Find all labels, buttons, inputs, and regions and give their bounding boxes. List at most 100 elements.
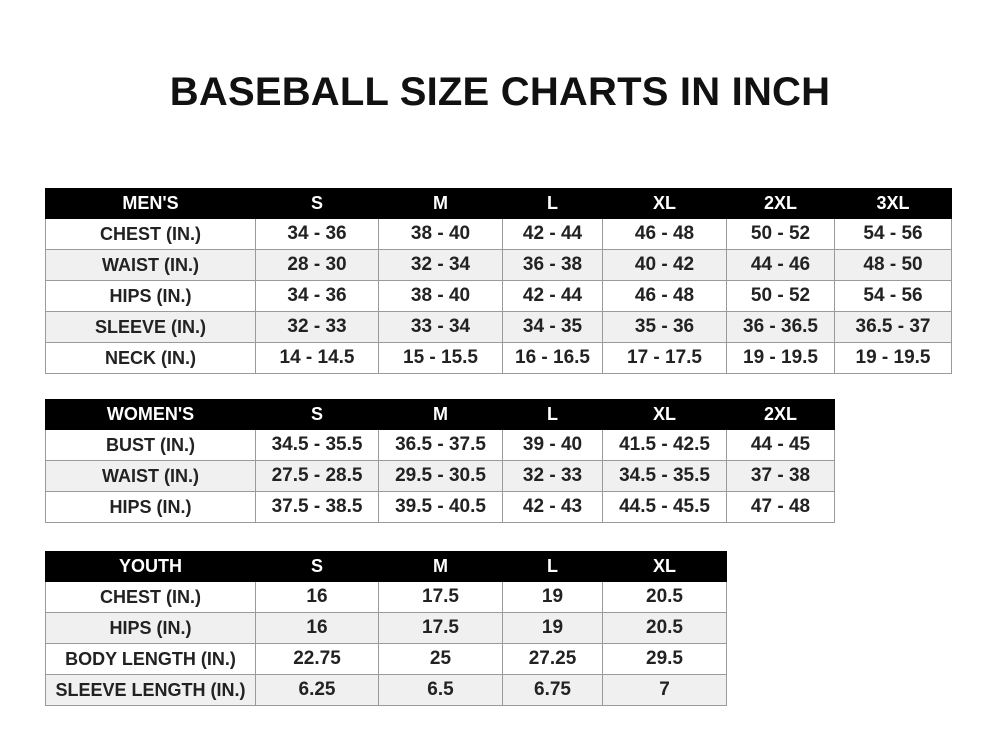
size-value: 34 - 35 [502, 311, 603, 343]
size-value: 40 - 42 [602, 249, 727, 281]
size-value: 17 - 17.5 [602, 342, 727, 374]
size-header: L [502, 188, 603, 219]
size-value: 19 - 19.5 [726, 342, 835, 374]
size-value: 20.5 [602, 581, 727, 613]
size-value: 15 - 15.5 [378, 342, 503, 374]
size-value: 19 [502, 581, 603, 613]
table-row: SLEEVE LENGTH (IN.) 6.25 6.5 6.75 7 [45, 674, 727, 706]
size-value: 36.5 - 37 [834, 311, 952, 343]
measurement-label: HIPS (IN.) [45, 491, 256, 523]
size-header: S [255, 551, 379, 582]
size-value: 27.25 [502, 643, 603, 675]
size-value: 20.5 [602, 612, 727, 644]
size-value: 48 - 50 [834, 249, 952, 281]
page-title: BASEBALL SIZE CHARTS IN INCH [169, 70, 831, 114]
size-header: S [255, 399, 379, 430]
size-value: 37.5 - 38.5 [255, 491, 379, 523]
size-header: L [502, 551, 603, 582]
table-row: WAIST (IN.) 27.5 - 28.5 29.5 - 30.5 32 - 33… [45, 460, 835, 492]
size-value: 44 - 46 [726, 249, 835, 281]
mens-size-table: MEN'S S M L XL 2XL 3XL CHEST (IN.) 34 - 36 38 - 4… [45, 188, 952, 374]
size-value: 38 - 40 [378, 280, 503, 312]
size-value: 32 - 34 [378, 249, 503, 281]
size-value: 38 - 40 [378, 218, 503, 250]
table-row: BUST (IN.) 34.5 - 35.5 36.5 - 37.5 39 - 40 4… [45, 429, 835, 461]
size-value: 54 - 56 [834, 280, 952, 312]
size-value: 44.5 - 45.5 [602, 491, 727, 523]
size-value: 50 - 52 [726, 218, 835, 250]
size-header: M [378, 399, 503, 430]
size-value: 34.5 - 35.5 [602, 460, 727, 492]
measurement-label: WAIST (IN.) [45, 249, 256, 281]
size-value: 19 [502, 612, 603, 644]
size-value: 37 - 38 [726, 460, 835, 492]
size-value: 6.5 [378, 674, 503, 706]
size-header: S [255, 188, 379, 219]
size-value: 50 - 52 [726, 280, 835, 312]
size-value: 19 - 19.5 [834, 342, 952, 374]
womens-size-table: WOMEN'S S M L XL 2XL BUST (IN.) 34.5 - 35.5 36.5… [45, 399, 835, 523]
table-row: HIPS (IN.) 16 17.5 19 20.5 [45, 612, 727, 644]
size-value: 42 - 44 [502, 280, 603, 312]
size-value: 39.5 - 40.5 [378, 491, 503, 523]
measurement-label: SLEEVE LENGTH (IN.) [45, 674, 256, 706]
table-row: CHEST (IN.) 16 17.5 19 20.5 [45, 581, 727, 613]
size-header: XL [602, 551, 727, 582]
size-value: 6.75 [502, 674, 603, 706]
size-value: 22.75 [255, 643, 379, 675]
size-value: 36 - 38 [502, 249, 603, 281]
size-value: 34 - 36 [255, 280, 379, 312]
size-value: 25 [378, 643, 503, 675]
measurement-label: NECK (IN.) [45, 342, 256, 374]
size-value: 36 - 36.5 [726, 311, 835, 343]
table-row: BODY LENGTH (IN.) 22.75 25 27.25 29.5 [45, 643, 727, 675]
table-row: HIPS (IN.) 34 - 36 38 - 40 42 - 44 46 - 48 50… [45, 280, 952, 312]
size-value: 7 [602, 674, 727, 706]
size-value: 17.5 [378, 612, 503, 644]
size-header: M [378, 188, 503, 219]
table-row: HIPS (IN.) 37.5 - 38.5 39.5 - 40.5 42 - 43 4… [45, 491, 835, 523]
header-row: WOMEN'S S M L XL 2XL [45, 399, 835, 430]
size-header: L [502, 399, 603, 430]
table-category-header: YOUTH [45, 551, 256, 582]
table-row: WAIST (IN.) 28 - 30 32 - 34 36 - 38 40 - 42 4… [45, 249, 952, 281]
measurement-label: HIPS (IN.) [45, 612, 256, 644]
table-row: CHEST (IN.) 34 - 36 38 - 40 42 - 44 46 - 48 5… [45, 218, 952, 250]
size-header: XL [602, 188, 727, 219]
table-category-header: MEN'S [45, 188, 256, 219]
size-value: 44 - 45 [726, 429, 835, 461]
size-header: 2XL [726, 188, 835, 219]
size-value: 32 - 33 [502, 460, 603, 492]
size-value: 29.5 - 30.5 [378, 460, 503, 492]
size-value: 32 - 33 [255, 311, 379, 343]
size-value: 34 - 36 [255, 218, 379, 250]
size-value: 41.5 - 42.5 [602, 429, 727, 461]
size-value: 16 [255, 581, 379, 613]
table-category-header: WOMEN'S [45, 399, 256, 430]
size-value: 46 - 48 [602, 218, 727, 250]
size-value: 27.5 - 28.5 [255, 460, 379, 492]
size-value: 17.5 [378, 581, 503, 613]
size-value: 33 - 34 [378, 311, 503, 343]
size-value: 28 - 30 [255, 249, 379, 281]
measurement-label: HIPS (IN.) [45, 280, 256, 312]
size-value: 14 - 14.5 [255, 342, 379, 374]
measurement-label: BODY LENGTH (IN.) [45, 643, 256, 675]
size-value: 16 - 16.5 [502, 342, 603, 374]
size-value: 34.5 - 35.5 [255, 429, 379, 461]
size-value: 6.25 [255, 674, 379, 706]
measurement-label: WAIST (IN.) [45, 460, 256, 492]
size-value: 54 - 56 [834, 218, 952, 250]
header-row: MEN'S S M L XL 2XL 3XL [45, 188, 952, 219]
measurement-label: SLEEVE (IN.) [45, 311, 256, 343]
size-value: 16 [255, 612, 379, 644]
measurement-label: CHEST (IN.) [45, 581, 256, 613]
size-value: 47 - 48 [726, 491, 835, 523]
youth-size-table: YOUTH S M L XL CHEST (IN.) 16 17.5 19 20.5 HIPS (I… [45, 551, 727, 706]
size-value: 42 - 44 [502, 218, 603, 250]
measurement-label: BUST (IN.) [45, 429, 256, 461]
size-header: 3XL [834, 188, 952, 219]
table-row: SLEEVE (IN.) 32 - 33 33 - 34 34 - 35 35 - 36… [45, 311, 952, 343]
size-value: 39 - 40 [502, 429, 603, 461]
size-value: 42 - 43 [502, 491, 603, 523]
